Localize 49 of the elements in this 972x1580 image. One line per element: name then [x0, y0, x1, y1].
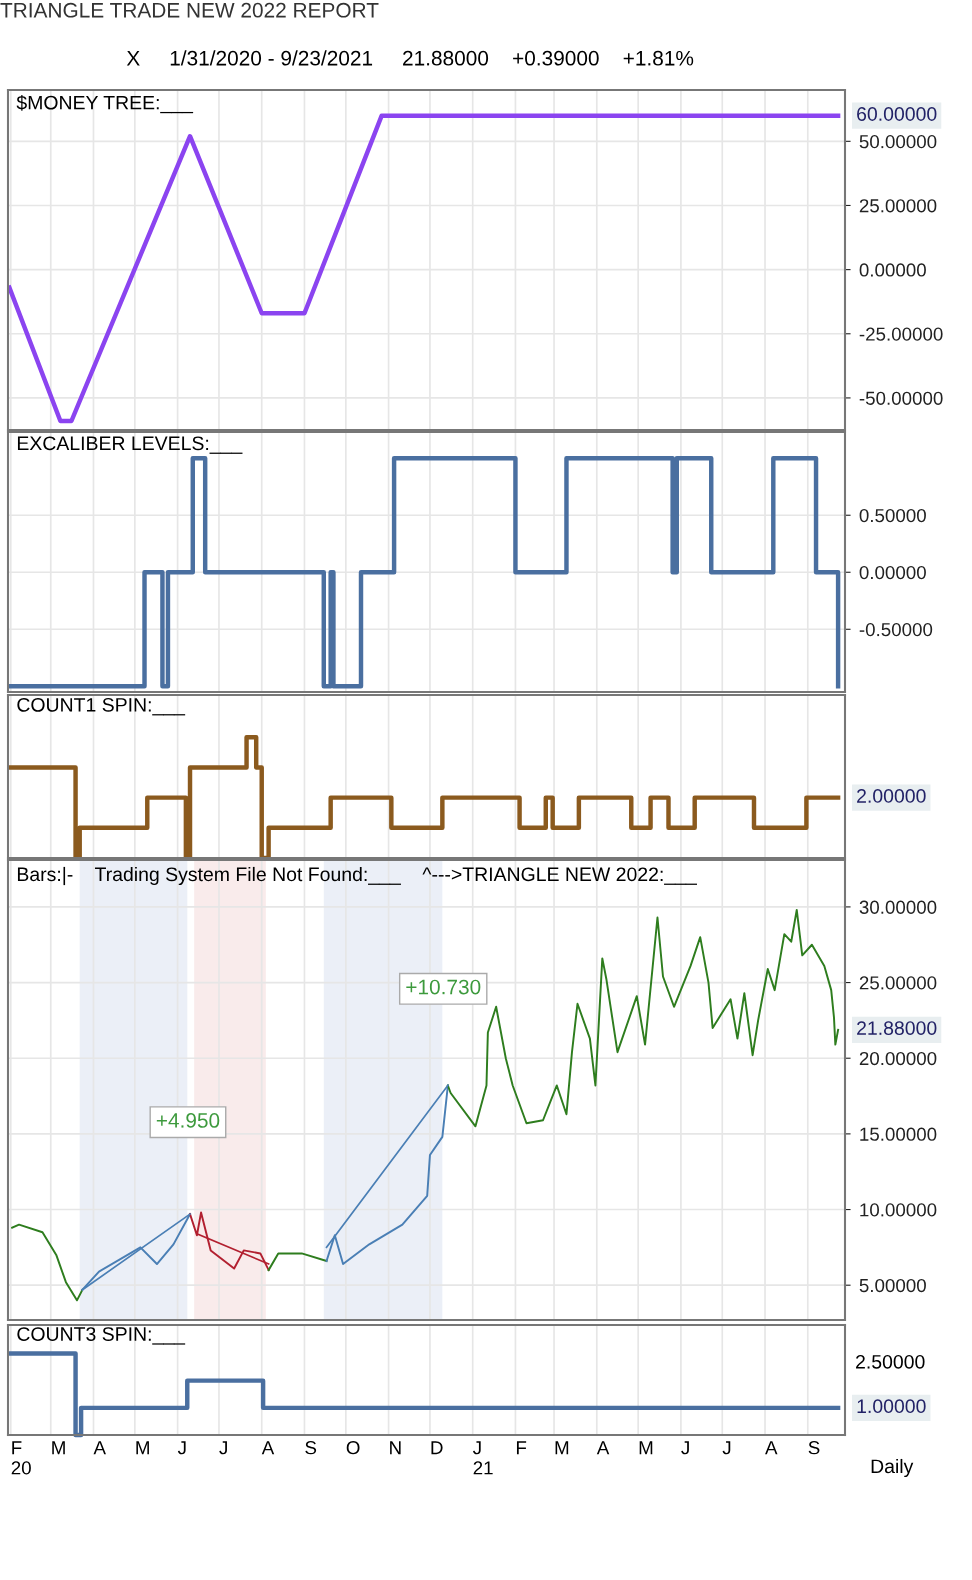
x-tick-label: J 21	[472, 1441, 493, 1475]
text: X 1/31/2020 - 9/23/2021 21.88000 +0.39000 +1.81%	[126, 50, 694, 66]
chart-title: COUNT1 SPIN:___	[17, 697, 186, 716]
x-tick-label: A	[261, 1441, 275, 1455]
x-tick-label: J	[681, 1441, 689, 1455]
text: 2.50000	[856, 1354, 925, 1369]
x-tick-label: M	[136, 1441, 149, 1455]
y-tick-label: -25.00000	[859, 327, 943, 341]
y-tick-label: 0.00000	[859, 565, 926, 580]
y-tick-label: -50.00000	[859, 391, 943, 405]
chart-subtitle: TRIANGLE TRADE NEW 2022 REPORT	[0, 2, 379, 18]
annotation: 2.00000	[857, 789, 926, 803]
x-tick-label: A	[596, 1441, 610, 1455]
x-tick-label: S	[305, 1441, 317, 1455]
annotation: 21.88000	[857, 1021, 937, 1035]
y-tick-label: 0.00000	[859, 263, 926, 277]
annotation: +10.730	[406, 979, 481, 995]
y-tick-label: 10.00000	[860, 1203, 937, 1217]
x-tick-label: M	[639, 1441, 653, 1455]
chart-title: $MONEY TREE:___	[16, 94, 194, 114]
x-tick-label: M	[52, 1441, 65, 1455]
x-tick-label: O	[346, 1441, 360, 1455]
annotation: 60.00000	[857, 107, 937, 121]
x-tick-label: F	[516, 1441, 527, 1455]
x-tick-label: F 20	[11, 1441, 31, 1475]
x-tick-label: A	[765, 1441, 778, 1455]
y-tick-label: 25.00000	[859, 976, 937, 990]
x-tick-label: J	[177, 1441, 186, 1455]
chart-title: EXCALIBER LEVELS:___	[17, 436, 243, 454]
y-tick-label: 15.00000	[860, 1127, 937, 1141]
x-tick-label: S	[808, 1441, 820, 1455]
x-tick-label: D	[431, 1441, 443, 1455]
annotation: 1.00000	[857, 1399, 926, 1414]
text: Daily	[871, 1458, 914, 1478]
y-tick-label: 5.00000	[859, 1278, 926, 1293]
x-tick-label: J	[722, 1441, 731, 1455]
x-tick-label: N	[390, 1441, 401, 1455]
y-tick-label: 30.00000	[859, 900, 937, 914]
y-tick-label: 50.00000	[859, 135, 937, 149]
y-tick-label: 0.50000	[859, 508, 926, 523]
x-tick-label: M	[555, 1441, 569, 1455]
annotation: +4.950	[156, 1113, 220, 1128]
chart-title: COUNT3 SPIN:___	[17, 1327, 186, 1345]
y-tick-label: 25.00000	[859, 199, 937, 213]
chart-title: Bars:|- Trading System File Not Found:___ ^--->TRIANGLE NEW 2022:___	[17, 866, 697, 886]
y-tick-label: -0.50000	[859, 622, 933, 637]
x-tick-label: J	[219, 1441, 227, 1455]
y-tick-label: 20.00000	[859, 1051, 937, 1066]
x-tick-label: A	[93, 1441, 106, 1455]
